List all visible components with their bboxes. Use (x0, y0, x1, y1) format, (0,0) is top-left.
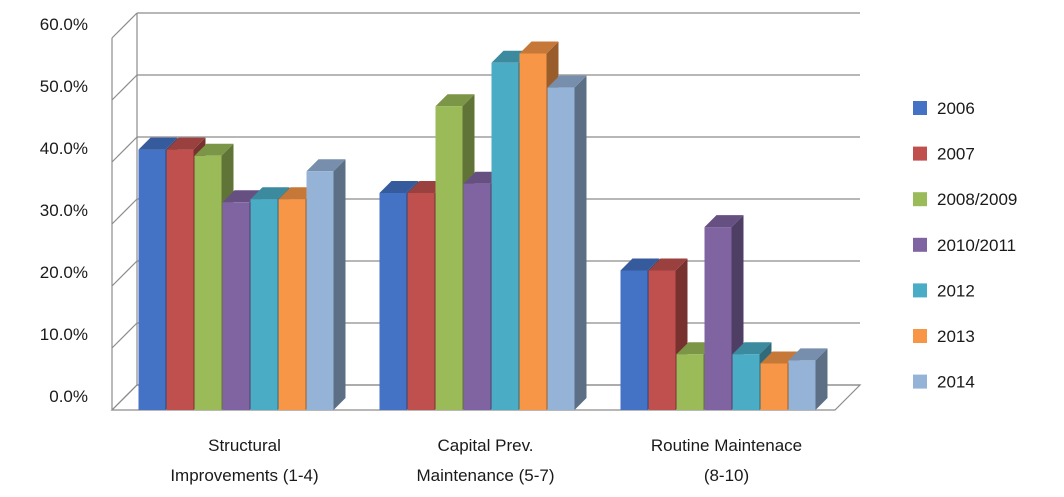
y-tick-label: 60.0% (40, 15, 88, 34)
bar-2010-2011 (704, 227, 732, 410)
bar-side (574, 75, 587, 410)
bar-top (519, 41, 559, 54)
bar-2014 (788, 360, 816, 410)
bar-top (732, 342, 772, 355)
bar-top (166, 137, 206, 150)
bar-2007 (407, 193, 435, 410)
x-category-label: (8-10) (704, 466, 749, 485)
gridline-side (111, 12, 138, 39)
bar-2007 (648, 270, 676, 410)
bar-side (333, 159, 346, 410)
bar-side (815, 348, 828, 410)
bar-2012 (250, 199, 278, 410)
bar-2013 (278, 199, 306, 410)
gridline-side (111, 74, 138, 101)
gridline-side (111, 260, 138, 287)
bar-2010-2011 (222, 202, 250, 410)
legend-swatch (913, 146, 927, 161)
x-category-label: Capital Prev. (437, 436, 533, 455)
x-category-label: Structural (208, 436, 281, 455)
y-tick-label: 30.0% (40, 201, 88, 220)
legend-label: 2010/2011 (937, 236, 1016, 255)
bar-2010-2011 (463, 183, 491, 410)
legend-label: 2006 (937, 99, 975, 118)
y-tick-label: 50.0% (40, 77, 88, 96)
legend-swatch (913, 237, 927, 252)
y-tick-label: 40.0% (40, 139, 88, 158)
legend-swatch (913, 101, 927, 115)
bar-top (788, 348, 828, 361)
y-tick-label: 0.0% (49, 387, 88, 406)
legend-label: 2012 (937, 281, 975, 300)
bar-top (138, 137, 178, 150)
bar-2014 (306, 171, 334, 410)
bar-2012 (491, 62, 519, 411)
bar-top (435, 94, 475, 107)
bar-2008-2009 (676, 354, 704, 410)
bar-2014 (547, 87, 575, 410)
bar-top (648, 258, 688, 271)
legend-label: 2014 (937, 373, 975, 392)
bar-top (620, 258, 660, 271)
bar-top (547, 75, 587, 88)
bar-2013 (760, 363, 788, 410)
legend-label: 2007 (937, 145, 975, 164)
legend-swatch (913, 192, 927, 207)
legend-swatch (913, 329, 927, 343)
gridline-side (111, 198, 138, 225)
bar-2008-2009 (194, 155, 222, 410)
bar-2006 (620, 270, 648, 410)
y-tick-label: 10.0% (40, 325, 88, 344)
bar-2006 (379, 193, 407, 410)
legend-swatch (913, 283, 927, 298)
gridline-side (111, 136, 138, 163)
gridline-side (111, 322, 138, 349)
bar-top (704, 215, 744, 228)
bar-top (194, 143, 234, 156)
bar-2007 (166, 149, 194, 410)
bar-2006 (138, 149, 166, 410)
chart-floor (110, 384, 862, 411)
legend-swatch (913, 374, 927, 389)
bar-2013 (519, 53, 547, 410)
legend-label: 2008/2009 (937, 190, 1017, 209)
y-tick-label: 20.0% (40, 263, 88, 282)
x-category-label: Routine Maintenace (651, 436, 802, 455)
bar-top (306, 159, 346, 172)
x-category-label: Improvements (1-4) (170, 466, 318, 485)
bar-top (250, 187, 290, 200)
bar-top (379, 181, 419, 193)
bar-2008-2009 (435, 106, 463, 410)
x-category-label: Maintenance (5-7) (417, 466, 555, 485)
bar-2012 (732, 354, 760, 410)
legend-label: 2013 (937, 327, 975, 346)
